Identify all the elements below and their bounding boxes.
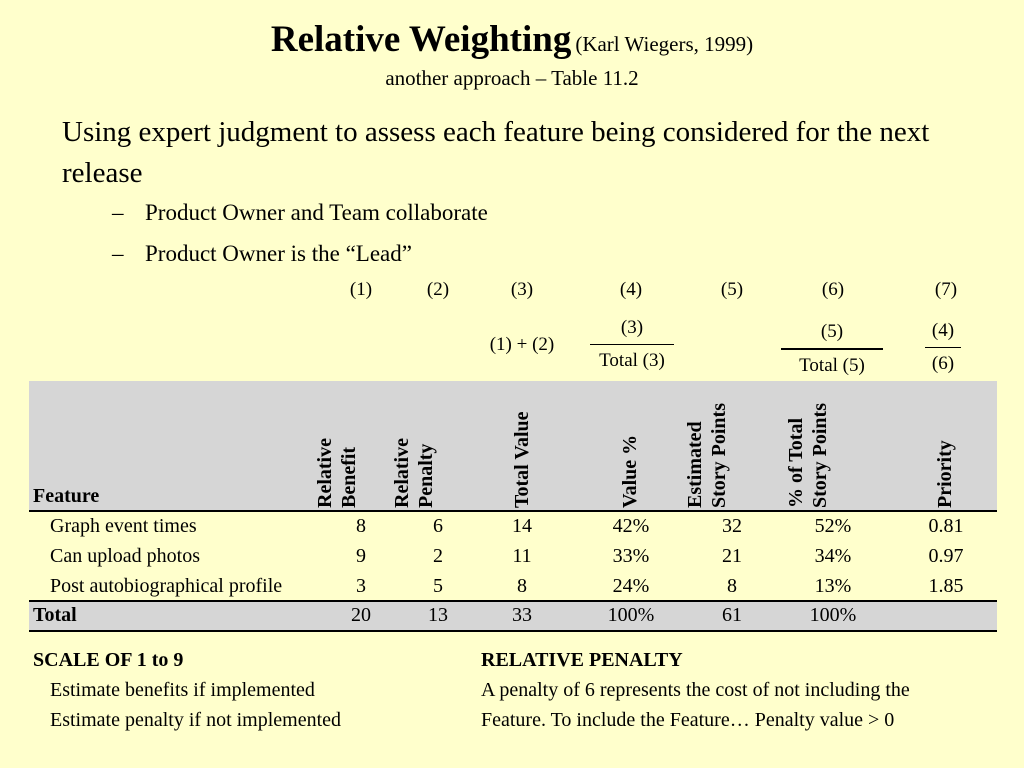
- total-penalty: 13: [428, 604, 448, 626]
- row-total-value: 14: [512, 515, 532, 537]
- row-feature: Graph event times: [50, 515, 197, 537]
- row-feature: Post autobiographical profile: [50, 575, 283, 597]
- row-benefit: 9: [356, 545, 366, 567]
- formula-points-pct: (5) Total (5): [781, 321, 883, 377]
- column-number: (3): [510, 279, 534, 300]
- row-value-pct: 42%: [612, 515, 650, 537]
- table-rule: [29, 510, 997, 512]
- total-benefit: 20: [351, 604, 371, 626]
- total-value-pct: 100%: [607, 604, 655, 626]
- penalty-line: Feature. To include the Feature… Penalty…: [481, 709, 895, 731]
- row-total-value: 8: [517, 575, 527, 597]
- row-story-points: 32: [722, 515, 742, 537]
- column-number: (5): [720, 279, 744, 300]
- fraction-denominator: Total (5): [799, 355, 865, 376]
- column-number: (1): [349, 279, 373, 300]
- row-benefit: 8: [356, 515, 366, 537]
- fraction-bar: [590, 344, 674, 345]
- row-value-pct: 24%: [612, 575, 650, 597]
- row-pct-story-points: 52%: [814, 515, 852, 537]
- table-rule: [29, 600, 997, 602]
- slide-title: Relative Weighting (Karl Wiegers, 1999): [0, 18, 1024, 61]
- header-priority: Priority: [934, 440, 956, 508]
- fraction-numerator: (3): [620, 317, 644, 338]
- formula-sum: (1) + (2): [489, 334, 555, 355]
- title-citation: (Karl Wiegers, 1999): [575, 32, 754, 56]
- row-priority: 0.81: [928, 515, 964, 537]
- header-feature: Feature: [33, 485, 100, 507]
- scale-title: SCALE OF 1 to 9: [33, 649, 184, 671]
- header-total-value: Total Value: [511, 411, 533, 508]
- fraction-bar: [781, 348, 883, 350]
- fraction-bar: [925, 347, 961, 348]
- title-main: Relative Weighting: [270, 19, 572, 60]
- total-total-value: 33: [512, 604, 532, 626]
- formula-value-pct: (3) Total (3): [590, 317, 674, 372]
- scale-line: Estimate penalty if not implemented: [50, 709, 342, 731]
- bullet-item: – Product Owner and Team collaborate: [112, 200, 488, 226]
- row-penalty: 6: [433, 515, 443, 537]
- fraction-numerator: (4): [931, 320, 955, 341]
- row-priority: 0.97: [928, 545, 964, 567]
- formula-priority: (4) (6): [925, 320, 961, 375]
- row-story-points: 21: [722, 545, 742, 567]
- header-relative-benefit: Relative Benefit: [314, 438, 360, 508]
- intro-text: Using expert judgment to assess each fea…: [62, 116, 930, 189]
- header-value-pct: Value %: [619, 434, 641, 508]
- total-label: Total: [33, 604, 77, 626]
- total-row-background: [29, 600, 997, 631]
- table-header: Feature Relative Benefit Relative Penalt…: [29, 381, 997, 511]
- fraction-denominator: (6): [931, 353, 955, 374]
- dash-bullet-icon: –: [112, 200, 124, 225]
- fraction-denominator: Total (3): [599, 350, 665, 371]
- row-story-points: 8: [727, 575, 737, 597]
- row-penalty: 2: [433, 545, 443, 567]
- row-feature: Can upload photos: [50, 545, 200, 567]
- column-number: (2): [426, 279, 450, 300]
- row-pct-story-points: 34%: [814, 545, 852, 567]
- total-story-points: 61: [722, 604, 742, 626]
- bullet-text: Product Owner and Team collaborate: [145, 200, 488, 225]
- slide-subtitle: another approach – Table 11.2: [385, 66, 639, 90]
- total-pct-story-points: 100%: [809, 604, 857, 626]
- row-pct-story-points: 13%: [814, 575, 852, 597]
- column-number: (6): [821, 279, 845, 300]
- row-priority: 1.85: [928, 575, 964, 597]
- column-number: (7): [934, 279, 958, 300]
- bullet-item: – Product Owner is the “Lead”: [112, 241, 412, 267]
- bullet-text: Product Owner is the “Lead”: [145, 241, 412, 266]
- penalty-title: RELATIVE PENALTY: [481, 649, 683, 671]
- penalty-line: A penalty of 6 represents the cost of no…: [481, 679, 910, 701]
- dash-bullet-icon: –: [112, 241, 124, 266]
- fraction-numerator: (5): [820, 321, 844, 342]
- header-estimated-story-points: Estimated Story Points: [684, 403, 730, 508]
- row-benefit: 3: [356, 575, 366, 597]
- column-number: (4): [619, 279, 643, 300]
- table-rule: [29, 630, 997, 632]
- row-value-pct: 33%: [612, 545, 650, 567]
- header-relative-penalty: Relative Penalty: [391, 438, 437, 508]
- scale-line: Estimate benefits if implemented: [50, 679, 315, 701]
- row-total-value: 11: [512, 545, 532, 567]
- header-pct-total-story-points: % of Total Story Points: [785, 403, 831, 508]
- row-penalty: 5: [433, 575, 443, 597]
